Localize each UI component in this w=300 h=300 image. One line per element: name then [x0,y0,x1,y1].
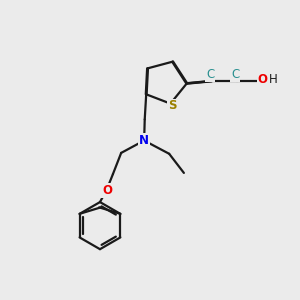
Text: H: H [269,73,278,86]
Text: C: C [231,68,239,81]
Text: N: N [139,134,149,147]
Text: O: O [257,73,267,86]
Text: S: S [168,100,176,112]
Text: C: C [206,68,214,81]
Text: O: O [102,184,112,197]
